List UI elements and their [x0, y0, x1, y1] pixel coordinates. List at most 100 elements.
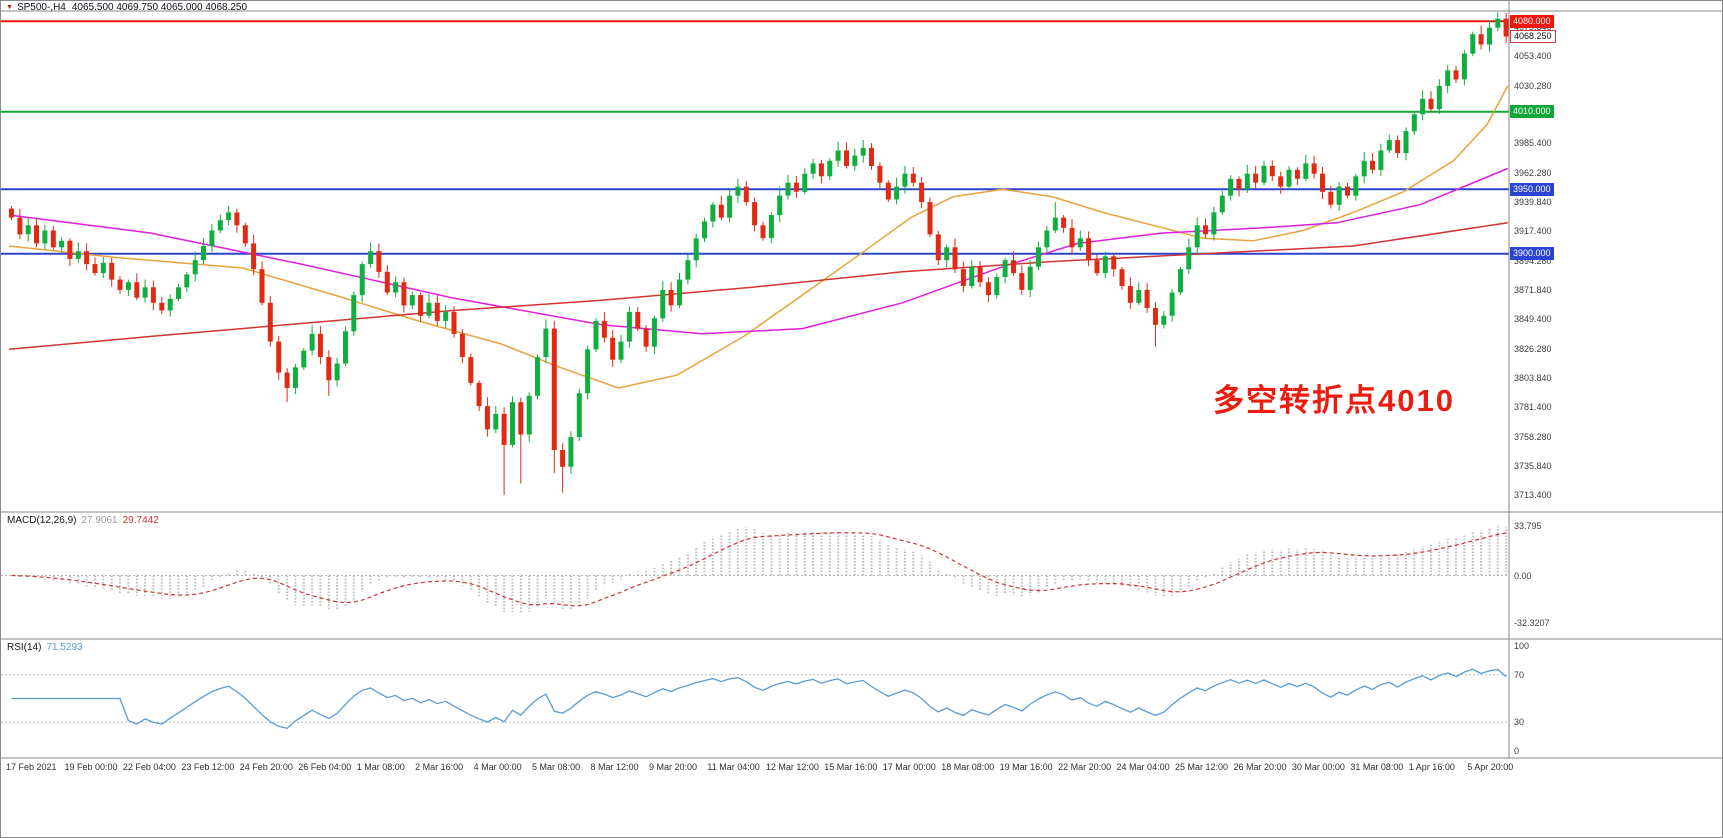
price-tag-3950.000: 3950.000 — [1510, 182, 1554, 196]
candle — [142, 287, 148, 298]
candle — [1320, 173, 1325, 192]
time-axis-label: 1 Apr 16:00 — [1408, 762, 1455, 772]
ohlc-values: 4065.500 4069.750 4065.000 4068.250 — [71, 2, 248, 13]
candle — [359, 264, 365, 296]
candle — [643, 328, 649, 347]
time-axis-label: 12 Mar 12:00 — [765, 762, 819, 772]
candle — [1161, 315, 1167, 325]
price-axis-label: 3826.280 — [1514, 343, 1552, 354]
candle — [1361, 160, 1367, 177]
candle — [267, 302, 273, 342]
candle — [702, 221, 707, 239]
candle — [150, 287, 156, 303]
time-axis-label: 24 Mar 04:00 — [1116, 762, 1170, 772]
candle — [1069, 227, 1075, 248]
candle — [777, 195, 783, 215]
candle — [1036, 247, 1041, 267]
candle — [409, 295, 415, 306]
candle — [785, 182, 791, 196]
chart-annotation: 多空转折点4010 — [1213, 383, 1455, 418]
price-tag-4080.000: 4080.000 — [1510, 14, 1554, 28]
candle — [969, 266, 975, 287]
time-axis-label: 25 Mar 12:00 — [1175, 762, 1229, 772]
candle — [9, 208, 14, 218]
time-axis-label: 2 Mar 16:00 — [415, 762, 464, 772]
candle — [869, 147, 874, 166]
candle — [434, 302, 440, 321]
candle — [919, 182, 925, 203]
price-axis-label: 3849.400 — [1514, 314, 1552, 325]
macd-axis-label: 33.795 — [1514, 521, 1542, 532]
price-axis-label: 3917.400 — [1514, 226, 1552, 237]
candle — [585, 349, 591, 394]
candle — [1052, 217, 1058, 231]
candle — [1211, 212, 1217, 235]
candle — [1186, 247, 1192, 270]
rsi-axis-label: 100 — [1514, 641, 1530, 651]
candle — [576, 393, 582, 438]
candle — [810, 163, 816, 174]
symbol-period-label: SP500-,H4 — [16, 2, 66, 13]
current-price-tag: 4068.250 — [1510, 30, 1556, 43]
candle — [518, 402, 524, 435]
candle — [710, 204, 716, 222]
candle — [718, 204, 724, 218]
time-axis-label: 22 Mar 20:00 — [1058, 762, 1112, 772]
candle — [276, 341, 282, 373]
candle — [510, 402, 515, 445]
candle — [860, 147, 866, 156]
candle — [426, 302, 432, 316]
candle — [1253, 173, 1259, 183]
time-axis-label: 22 Feb 04:00 — [122, 762, 176, 772]
candle — [484, 406, 490, 430]
price-axis-label: 3713.400 — [1514, 489, 1552, 500]
candle — [234, 212, 240, 226]
candle — [34, 225, 39, 244]
candle — [535, 357, 540, 396]
price-axis-label: 3985.400 — [1514, 138, 1552, 149]
candle — [1336, 186, 1342, 205]
candle — [1119, 269, 1125, 286]
candle — [743, 186, 749, 203]
candle — [768, 215, 774, 239]
candle — [84, 251, 90, 265]
candle — [217, 220, 223, 231]
candle — [418, 295, 424, 316]
candle — [134, 282, 140, 298]
candle — [1094, 260, 1100, 274]
candle — [109, 262, 115, 280]
candle — [944, 247, 950, 261]
candle — [476, 382, 482, 407]
candle — [501, 413, 507, 445]
time-axis-label: 18 Mar 08:00 — [941, 762, 995, 772]
time-axis-label: 1 Mar 08:00 — [356, 762, 405, 772]
rsi-label: RSI(14) — [7, 642, 42, 653]
candle — [1378, 150, 1384, 170]
time-axis-label: 15 Mar 16:00 — [824, 762, 878, 772]
time-axis-label: 26 Feb 04:00 — [298, 762, 352, 772]
candle — [651, 318, 657, 347]
rsi-indicator-label: RSI(14) 71.5293 — [7, 642, 83, 653]
time-axis-label: 9 Mar 20:00 — [648, 762, 697, 772]
candle — [242, 225, 248, 244]
candle — [100, 262, 106, 274]
candle — [1478, 34, 1484, 45]
candle — [935, 234, 941, 261]
time-axis-label: 24 Feb 20:00 — [239, 762, 293, 772]
candle — [1102, 256, 1108, 274]
candle — [526, 395, 532, 435]
candle — [459, 333, 465, 357]
candle — [226, 212, 232, 221]
macd-label: MACD(12,26,9) — [7, 515, 77, 526]
candle — [201, 246, 206, 261]
candle — [793, 182, 799, 192]
macd-signal-value: 29.7442 — [122, 515, 159, 526]
candle — [735, 186, 741, 196]
macd-axis-label: -32.3207 — [1514, 617, 1550, 628]
candle — [1044, 230, 1050, 248]
candle — [42, 230, 48, 244]
candle — [1487, 27, 1492, 45]
time-axis-label: 17 Feb 2021 — [6, 762, 57, 772]
candle — [1178, 269, 1183, 293]
